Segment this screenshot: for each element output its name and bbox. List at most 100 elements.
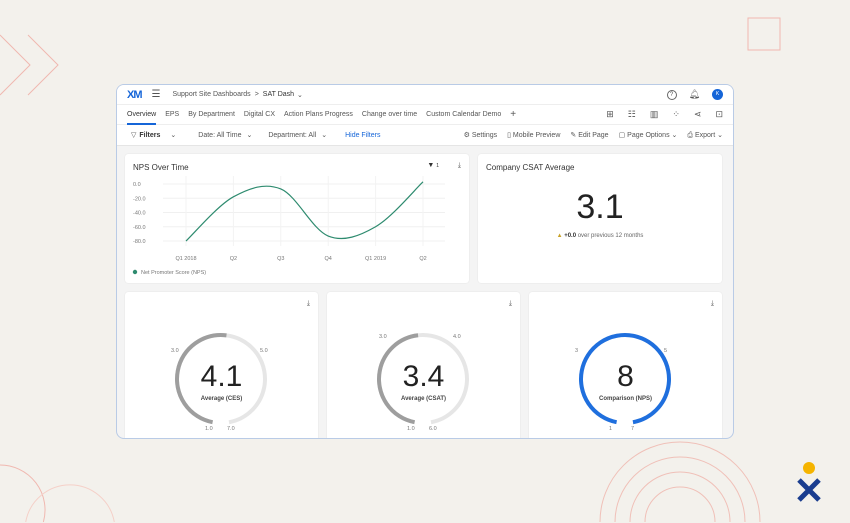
edit-page-button[interactable]: ✎ Edit Page: [570, 131, 608, 139]
download-icon[interactable]: ⤓: [710, 300, 714, 307]
widget-icon[interactable]: ⁘: [672, 109, 680, 119]
download-icon[interactable]: ⤓: [457, 162, 461, 169]
legend-label: Net Promoter Score (NPS): [141, 270, 206, 276]
bar-chart-icon[interactable]: ▥: [649, 109, 659, 119]
delta-value: +0.0: [564, 233, 577, 239]
filter-badge[interactable]: ▼ 1: [427, 162, 439, 169]
gauge-value: 4.1: [200, 360, 243, 393]
csat-delta: ▲ +0.0 over previous 12 months: [478, 233, 722, 239]
gauge-left-mark: 3: [575, 348, 579, 354]
chevron-down-icon[interactable]: ⌄: [246, 132, 253, 139]
mobile-preview-button[interactable]: ▯ Mobile Preview: [507, 131, 560, 139]
tab-overview[interactable]: Overview: [127, 105, 157, 125]
export-button[interactable]: ⎙ Export ⌄: [687, 131, 723, 139]
tab-change-over-time[interactable]: Change over time: [361, 110, 418, 118]
hide-filters-link[interactable]: Hide Filters: [345, 131, 381, 139]
x-tick-label: Q3: [277, 256, 284, 262]
tab-custom-calendar-demo[interactable]: Custom Calendar Demo: [426, 110, 502, 118]
tab-action-plans-progress[interactable]: Action Plans Progress: [284, 110, 353, 118]
gauge-card: ⤓ 8 Comparison (NPS) 1 7 3 5: [529, 292, 722, 438]
breadcrumb-current[interactable]: SAT Dash: [262, 91, 295, 98]
settings-button[interactable]: ⚙ Settings: [464, 131, 498, 139]
download-icon[interactable]: ⤓: [508, 300, 512, 307]
gauge-fill: [377, 333, 469, 425]
decorative-rings: [599, 441, 761, 523]
page-options-label: Page Options: [627, 132, 670, 139]
gauge-left-mark: 3.0: [171, 348, 179, 354]
gauge-min: 1.0: [205, 426, 213, 432]
gauge-label: Average (CSAT): [400, 396, 446, 402]
x-tick-label: Q1 2018: [175, 256, 196, 262]
gauge-right-mark: 5: [664, 348, 668, 354]
gauge-label: Comparison (NPS): [598, 396, 652, 402]
phone-icon: ▯: [507, 132, 511, 139]
settings-label: Settings: [471, 132, 498, 139]
breadcrumb-parent[interactable]: Support Site Dashboards: [172, 91, 251, 98]
y-tick-label: -80.0: [133, 239, 146, 245]
card-title: NPS Over Time: [133, 163, 189, 172]
chevron-down-icon[interactable]: ⌄: [297, 91, 303, 99]
gauge-max: 7.0: [227, 426, 235, 432]
chevron-down-icon[interactable]: ⌄: [321, 132, 328, 139]
menu-icon[interactable]: ☰: [151, 89, 161, 100]
gauge-value: 3.4: [402, 360, 445, 393]
department-filter[interactable]: Department: All: [268, 131, 317, 139]
gauge-value: 8: [617, 360, 634, 393]
nps-line-chart: 0.0 -20.0 -40.0 -60.0 -80.0 Q1 2018 Q2 Q3 Q4 Q1 2…: [132, 176, 445, 276]
y-tick-label: -20.0: [133, 196, 146, 202]
chevron-down-icon[interactable]: ⌄: [170, 132, 177, 139]
tab-by-department[interactable]: By Department: [188, 110, 235, 118]
brand-logo-icon: [797, 462, 821, 502]
y-tick-label: -60.0: [133, 225, 146, 231]
edit-page-label: Edit Page: [578, 132, 609, 139]
filter-count: 1: [436, 163, 439, 169]
y-tick-label: 0.0: [133, 182, 141, 188]
download-icon[interactable]: ⤓: [306, 300, 310, 307]
add-tab-button[interactable]: +: [510, 108, 517, 120]
share-icon[interactable]: ⋖: [693, 109, 702, 119]
filters-button[interactable]: Filters: [139, 131, 161, 139]
filter-bar: ▽ Filters ⌄ Date: All Time ⌄ Department:…: [117, 125, 733, 146]
page-options-button[interactable]: ▢ Page Options ⌄: [618, 132, 678, 139]
nps-series-line: [185, 181, 424, 242]
list-icon[interactable]: ☷: [627, 109, 636, 119]
collapse-icon[interactable]: ⊡: [715, 109, 723, 119]
header-bar: XM ☰ Support Site Dashboards > SAT Dash …: [117, 85, 733, 105]
gauge-ring: [175, 333, 267, 425]
tab-digital-cx[interactable]: Digital CX: [243, 110, 276, 118]
tab-eps[interactable]: EPS: [165, 110, 180, 118]
gauge-label: Average (CES): [200, 396, 243, 402]
x-tick-label: Q1 2019: [365, 256, 386, 262]
breadcrumb-separator: >: [254, 91, 259, 98]
filter-icon: ▽: [131, 132, 137, 139]
nps-over-time-card: NPS Over Time ▼ 1 ⤓ 0.0 -20.0 -40.0 -60.0 -8…: [125, 154, 469, 283]
gauge-card: ⤓ 4.1 Average (CES) 1.0 7.0 3.0 5.0: [125, 292, 318, 438]
dashboard-window: XM ☰ Support Site Dashboards > SAT Dash …: [116, 84, 734, 439]
xm-logo: XM: [127, 88, 142, 101]
help-icon[interactable]: ?: [666, 89, 677, 100]
gauge-card: ⤓ 3.4 Average (CSAT) 1.0 6.0 3.0 4.0: [327, 292, 520, 438]
gauge-fill: [175, 333, 267, 425]
tab-bar: Overview EPS By Department Digital CX Action…: [117, 105, 733, 125]
gauge-right-mark: 4.0: [453, 334, 461, 340]
bell-icon[interactable]: 🔔︎: [688, 89, 700, 99]
export-label: Export: [694, 131, 716, 139]
layout-icon[interactable]: ⊞: [606, 109, 614, 119]
gauge-right-mark: 5.0: [260, 348, 268, 354]
triangle-up-icon: ▲: [556, 233, 563, 239]
x-tick-label: Q2: [419, 256, 426, 262]
gauge-max: 7: [631, 426, 635, 432]
gauge-min: 1.0: [407, 426, 415, 432]
y-tick-label: -40.0: [133, 211, 146, 217]
avatar[interactable]: K: [712, 89, 723, 100]
csat-average-card: Company CSAT Average 3.1 ▲ +0.0 over pre…: [478, 154, 722, 283]
x-tick-label: Q4: [325, 256, 332, 262]
pencil-icon: ✎: [570, 132, 577, 139]
date-filter[interactable]: Date: All Time: [198, 131, 242, 139]
decorative-triangles: [0, 34, 59, 96]
x-tick-label: Q2: [230, 256, 237, 262]
mobile-preview-label: Mobile Preview: [512, 132, 561, 139]
card-title: Company CSAT Average: [486, 163, 575, 172]
gear-icon: ⚙: [463, 132, 470, 139]
gauge-ring: [579, 333, 671, 425]
